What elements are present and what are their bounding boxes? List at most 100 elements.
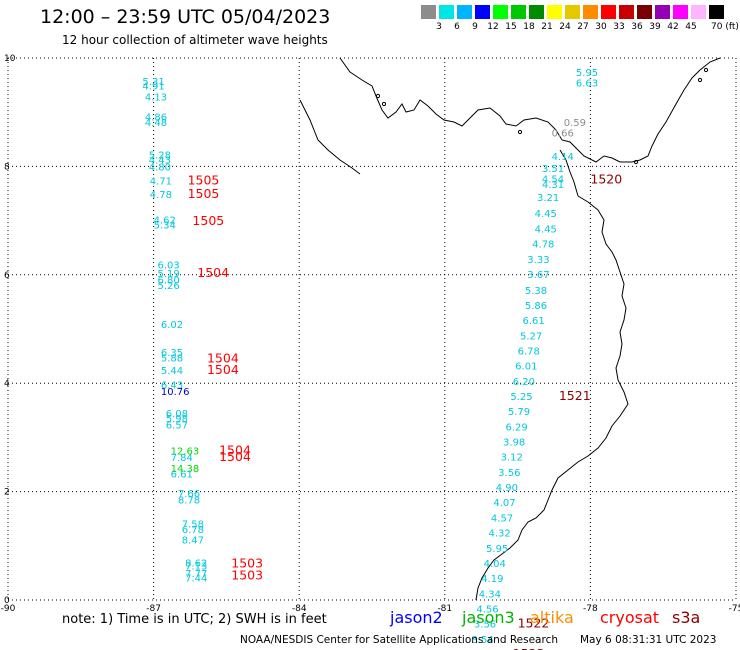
legend-swatch	[583, 5, 598, 19]
wave-height-value: 3.51	[542, 164, 564, 175]
x-tick-label: -78	[583, 604, 598, 614]
wave-height-value: 3.33	[527, 255, 549, 266]
pass-time-label: 1503	[231, 567, 263, 582]
wave-height-value: 5.27	[520, 331, 542, 342]
y-tick-label: 0	[4, 596, 10, 606]
coastline-segment	[559, 149, 579, 197]
legend-label: 24	[559, 22, 571, 32]
wave-height-value: 7.13	[185, 562, 207, 573]
wave-height-value: 6.61	[522, 316, 544, 327]
wave-height-value: 4.13	[145, 92, 167, 103]
wave-height-value: 6.08	[166, 409, 188, 420]
legend-label: 6	[454, 22, 460, 32]
legend-swatch	[547, 5, 562, 19]
wave-height-value: 12.63	[171, 447, 200, 458]
wave-height-value: 6.63	[576, 79, 598, 90]
pass-time-label: 1504	[219, 443, 251, 458]
legend-swatch	[673, 5, 688, 19]
wave-height-value: 8.62	[185, 558, 207, 569]
y-tick-label: 6	[4, 271, 10, 281]
legend-label: 30	[595, 22, 607, 32]
island	[517, 129, 523, 135]
legend-swatch	[619, 5, 634, 19]
wave-height-value: 4.34	[479, 589, 501, 600]
pass-time-label: 1504	[207, 362, 239, 377]
pass-time-label: 1503	[231, 555, 263, 570]
wave-height-value: 5.25	[510, 392, 532, 403]
wave-height-value: 4.48	[145, 118, 167, 129]
x-tick-label: -81	[437, 604, 452, 614]
y-tick-label: 4	[4, 379, 10, 389]
wave-height-value: 4.54	[542, 175, 564, 186]
pass-time-label: 1523	[513, 646, 545, 650]
island	[375, 93, 381, 99]
legend-swatch	[475, 5, 490, 19]
wave-height-value: 6.03	[157, 260, 179, 271]
legend-label: 15	[505, 22, 517, 32]
map-subtitle: 12 hour collection of altimeter wave hei…	[62, 33, 328, 47]
legend-swatch	[421, 5, 436, 19]
wave-height-value: 0.66	[552, 129, 574, 140]
wave-height-value: 4.32	[488, 529, 510, 540]
satellite-jason3: jason3	[462, 608, 515, 627]
island	[697, 77, 703, 83]
wave-height-value: 7.84	[171, 453, 193, 464]
wave-height-value: 5.19	[157, 269, 179, 280]
wave-height-value: 4.45	[535, 225, 557, 236]
legend-label: 39	[649, 22, 661, 32]
legend-unit: 70 (ft)	[711, 22, 739, 32]
island	[381, 101, 387, 107]
wave-height-value: 4.90	[496, 483, 518, 494]
wave-height-value: 4.62	[154, 215, 176, 226]
coastline-north	[339, 57, 721, 163]
wave-height-value: 6.78	[182, 525, 204, 536]
wave-height-value: 6.43	[161, 381, 183, 392]
wave-height-value: 7.77	[185, 569, 207, 580]
wave-height-value: 3.12	[501, 453, 523, 464]
legend-label: 9	[472, 22, 478, 32]
wave-height-value: 6.80	[157, 275, 179, 286]
island	[633, 159, 639, 165]
pass-time-label: 1521	[559, 388, 591, 403]
legend-label: 12	[487, 22, 499, 32]
wave-height-value: 0.59	[564, 118, 586, 129]
legend-label: 36	[631, 22, 643, 32]
x-tick-label: -87	[146, 604, 161, 614]
wave-height-value: 5.26	[157, 281, 179, 292]
wave-height-value: 6.20	[513, 377, 535, 388]
wave-height-value: 6.29	[505, 422, 527, 433]
wave-height-value: 4.56	[476, 604, 498, 615]
coastline-south	[475, 195, 629, 601]
wave-height-value: 4.80	[149, 163, 171, 174]
legend-swatch	[691, 5, 706, 19]
y-tick-label: 2	[4, 488, 10, 498]
x-tick-label: -75	[729, 604, 740, 614]
legend-swatch	[439, 5, 454, 19]
map-title: 12:00 – 23:59 UTC 05/04/2023	[40, 6, 331, 28]
legend-swatch	[709, 5, 724, 19]
generated-timestamp: May 6 08:31:31 UTC 2023	[580, 634, 717, 646]
wave-height-value: 6.35	[161, 348, 183, 359]
satellite-s3a: s3a	[672, 608, 701, 627]
wave-height-value: 3.56	[474, 620, 496, 631]
wave-height-value: 5.44	[161, 366, 183, 377]
wave-height-value: 4.04	[484, 559, 506, 570]
wave-height-value: 6.78	[518, 346, 540, 357]
legend-label: 3	[436, 22, 442, 32]
pass-time-label: 1505	[188, 172, 220, 187]
legend-label: 33	[613, 22, 625, 32]
pass-time-label: 1504	[197, 265, 229, 280]
wave-height-value: 5.28	[149, 150, 171, 161]
pass-time-label: 1520	[590, 172, 622, 187]
wave-height-value: 6.02	[161, 320, 183, 331]
wave-height-value: 5.88	[161, 354, 183, 365]
wave-height-value: 4.71	[150, 176, 172, 187]
wave-height-value: 6.01	[515, 362, 537, 373]
wave-height-value: 5.79	[508, 407, 530, 418]
legend-swatch	[655, 5, 670, 19]
wave-height-value: 7.44	[185, 574, 207, 585]
legend-label: 42	[667, 22, 679, 32]
wave-height-value: 3.21	[537, 193, 559, 204]
wave-height-value: 4.43	[149, 156, 171, 167]
